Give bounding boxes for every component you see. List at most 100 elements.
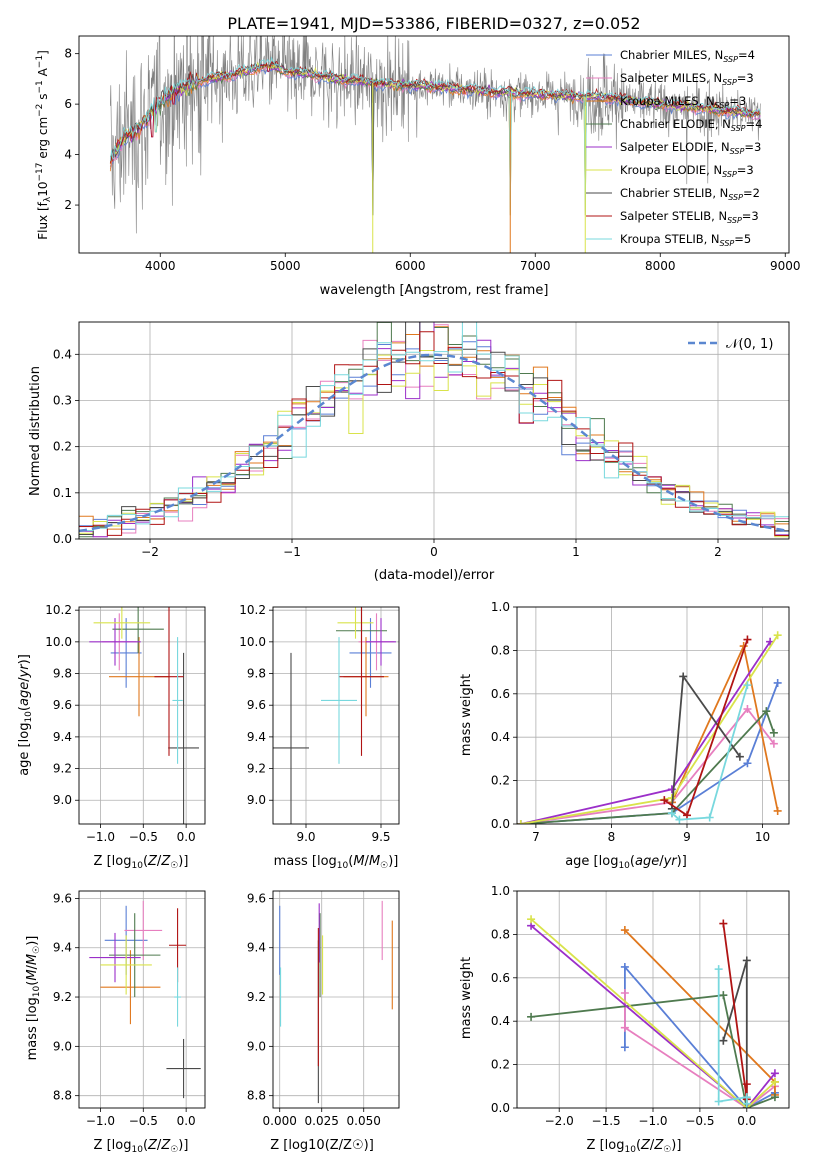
x-tick-label: 1 [572,545,580,559]
panel-mass-vs-ebv: 0.000 0.025 0.050 8.8 9.0 9.2 9.4 9.6 Z [log10(… [247,890,400,1153]
x-tick-label: 2 [714,545,722,559]
axes-frame [516,606,790,825]
x-tick-label: −2.0 [545,1114,574,1128]
model-spectrum-salpeter_stelib [109,60,761,164]
errorbar-salpeter_elodie [89,618,141,666]
weight-marker-kroupa_elodie [770,1077,779,1086]
x-tick-label: −0.5 [129,830,158,844]
x-tick-label: 4000 [145,259,176,273]
y-tick-label: 1.0 [491,884,510,898]
weight-marker-kroupa_stelib [705,813,714,822]
legend-label-chabrier_miles: Chabrier MILES, NSSP=4 [620,48,755,64]
y-tick-label: 9.4 [247,941,266,955]
y-tick-label: 0.0 [491,817,510,831]
spectrum-ylabel: Flux [fλ10−17 erg cm−2 s−1 A−1] [35,50,53,240]
weight-marker-salpeter_miles [620,988,629,997]
weight-age-xlabel: age [log10(age/yr)] [565,854,687,871]
y-tick-label: 0.4 [491,1014,510,1028]
errorbar-chabrier_stelib [168,652,199,824]
y-tick-label: 8.8 [247,1089,266,1103]
x-tick-label: −2 [141,545,159,559]
plot-content [517,631,782,824]
weight-marker-salpeter_miles [743,704,752,713]
y-tick-label: 9.2 [247,990,266,1004]
weight-marker-salpeter_elodie [770,1069,779,1078]
y-tick-label: 9.4 [247,730,266,744]
y-tick-label: 0.4 [491,730,510,744]
axes-frame [78,321,790,540]
x-tick-label: 0.025 [305,1114,339,1128]
weight-marker-salpeter_miles [620,1023,629,1032]
plot-content [273,607,396,824]
panel-age-vs-Z: −1.0 −0.5 0.0 9.0 9.2 9.4 9.6 9.8 10.0 10.2 Z [lo… [17,603,206,871]
panel-age-vs-mass: 9.0 9.5 9.0 9.2 9.4 9.6 9.8 10.0 10.2 mass [log1… [239,603,400,871]
x-tick-label: 8000 [645,259,676,273]
weight-marker-chabrier_stelib [679,672,688,681]
x-tick-label: −1.0 [86,830,115,844]
plot-content [279,900,393,1104]
y-tick-label: 9.0 [247,1039,266,1053]
figure-title: PLATE=1941, MJD=53386, FIBERID=0327, z=0… [227,14,640,33]
weight-marker-salpeter_stelib [743,635,752,644]
weight-marker-kroupa_stelib [743,681,752,690]
gaussian-curve [79,353,789,533]
x-tick-label: 9.5 [371,830,390,844]
y-tick-label: 9.0 [53,1039,72,1053]
y-tick-label: 1.0 [491,600,510,614]
x-tick-label: 9000 [770,259,801,273]
x-tick-label: 9.0 [296,830,315,844]
errorbar-kroupa_elodie [93,607,151,639]
y-tick-label: 0.8 [491,643,510,657]
weight-marker-salpeter_stelib [742,1080,751,1089]
weight-marker-kroupa_stelib [742,1099,751,1108]
axes-frame [78,35,790,254]
y-tick-label: 10.0 [45,635,72,649]
mass-Z-xlabel: Z [log10(Z/Z☉)] [94,1138,189,1155]
errorbar-chabrier_elodie [112,607,164,653]
weight-marker-salpeter_stelib [683,811,691,820]
plot-area [273,891,399,1108]
errorbar-kroupa_stelib [174,967,181,1027]
spectrum-plot: 4000 5000 6000 7000 8000 9000 2 4 6 8 [64,35,801,273]
errorbar-salpeter_elodie [89,932,141,983]
y-tick-label: 2 [64,198,72,212]
y-tick-label: 0.8 [491,927,510,941]
spectrum-legend: Chabrier MILES, NSSP=4 Salpeter MILES, NS… [586,48,762,248]
x-tick-label: 10 [755,830,770,844]
spectrum-xlabel: wavelength [Angstrom, rest frame] [320,283,549,298]
weight-marker-chabrier_elodie [770,1093,779,1102]
weight-line-salpeter_elodie [530,925,776,1108]
weight-Z-ylabel: mass weight [459,957,474,1039]
mass-vs-Z-plot: −1.0 −0.5 0.0 8.8 9.0 9.2 9.4 9.6 [53,890,206,1128]
weight-marker-salpeter_stelib [719,919,728,928]
panel-spectrum: 4000 5000 6000 7000 8000 9000 2 4 6 8 wavelength … [35,35,801,298]
x-tick-label: −0.5 [129,1114,158,1128]
errorbar-salpeter_stelib [339,607,384,756]
errorbar-salpeter_elodie [366,618,396,666]
weight-marker-chabrier_miles [743,759,752,768]
panel-weight-vs-age: 7 8 9 10 0.0 0.2 0.4 0.6 0.8 1.0 age [log10(age/y… [459,600,790,871]
residuals-ylabel: Normed distribution [28,366,43,496]
y-tick-label: 9.2 [53,762,72,776]
y-tick-label: 0.4 [53,347,72,361]
x-tick-label: −1.5 [592,1114,621,1128]
x-tick-label: −1 [283,545,301,559]
residuals-xlabel: (data-model)/error [374,568,495,583]
y-tick-label: 10.2 [239,603,266,617]
weight-marker-chabrier_stelib [719,1036,728,1045]
grid [79,891,205,1108]
mass-Z-ylabel: mass [log10(M/M☉)] [25,936,42,1061]
y-tick-label: 9.8 [247,667,266,681]
weight-line-salpeter_miles [624,993,776,1108]
legend-label-kroupa_stelib: Kroupa STELIB, NSSP=5 [620,232,751,248]
weight-marker-kroupa_elodie [527,915,536,924]
errorbar-kroupa_elodie [337,607,374,639]
x-tick-label: 9 [683,830,691,844]
x-tick-label: 0 [430,545,438,559]
weight-marker-chabrier_elodie [719,991,728,1000]
y-tick-label: 9.8 [53,667,72,681]
plot-area [273,607,399,824]
weight-marker-chabrier_stelib [742,956,751,965]
errorbar-salpeter_stelib [154,607,184,756]
